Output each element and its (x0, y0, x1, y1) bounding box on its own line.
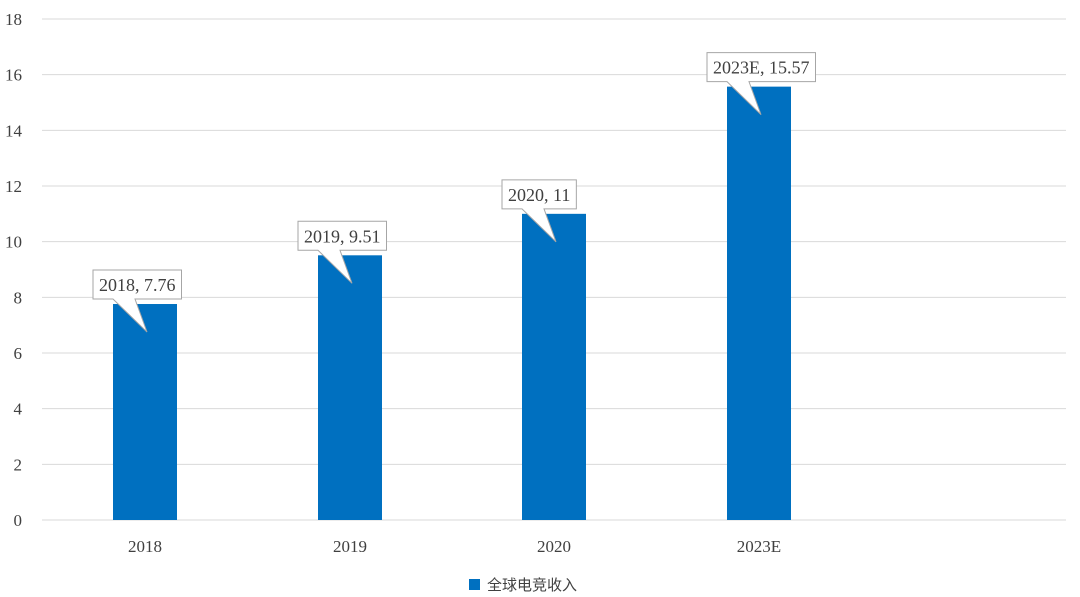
y-tick-label: 14 (5, 121, 23, 140)
bars (113, 86, 791, 521)
y-tick-label: 12 (5, 177, 22, 196)
x-tick-label: 2023E (737, 537, 781, 556)
data-label-callout: 2019, 9.51 (297, 220, 387, 284)
callout-box (297, 220, 387, 284)
callout-box (501, 179, 577, 243)
x-axis-tick-labels: 2018 2019 2020 2023E (128, 537, 781, 556)
y-tick-label: 10 (5, 233, 22, 252)
callout-box (706, 52, 816, 115)
y-tick-label: 4 (14, 400, 23, 419)
bar (318, 255, 382, 520)
y-tick-label: 0 (14, 511, 23, 530)
x-tick-label: 2019 (333, 537, 367, 556)
callout-box (92, 269, 182, 333)
y-axis-tick-labels: 0 2 4 6 8 10 12 14 16 18 (5, 10, 23, 530)
x-tick-label: 2020 (537, 537, 571, 556)
bar (113, 304, 177, 520)
data-label-callout: 2020, 11 (501, 179, 577, 243)
y-tick-label: 6 (14, 344, 23, 363)
legend: 全球电竞收入 (469, 576, 577, 594)
y-tick-label: 2 (14, 455, 23, 474)
legend-swatch (469, 579, 480, 590)
data-label: 2018, 7.76 (99, 275, 176, 295)
data-label: 2019, 9.51 (304, 226, 381, 246)
data-label-callout: 2023E, 15.57 (706, 52, 816, 115)
bar (522, 213, 586, 521)
legend-label: 全球电竞收入 (487, 576, 577, 594)
data-label-callouts: 2018, 7.76 2019, 9.51 2020, 11 2023E, 15.57 (92, 52, 816, 333)
y-tick-label: 16 (5, 66, 22, 85)
data-label: 2020, 11 (508, 185, 570, 205)
y-tick-label: 18 (5, 10, 22, 29)
data-label-callout: 2018, 7.76 (92, 269, 182, 333)
x-tick-label: 2018 (128, 537, 162, 556)
data-label: 2023E, 15.57 (713, 58, 810, 78)
bar (727, 86, 791, 520)
y-tick-label: 8 (14, 288, 23, 307)
